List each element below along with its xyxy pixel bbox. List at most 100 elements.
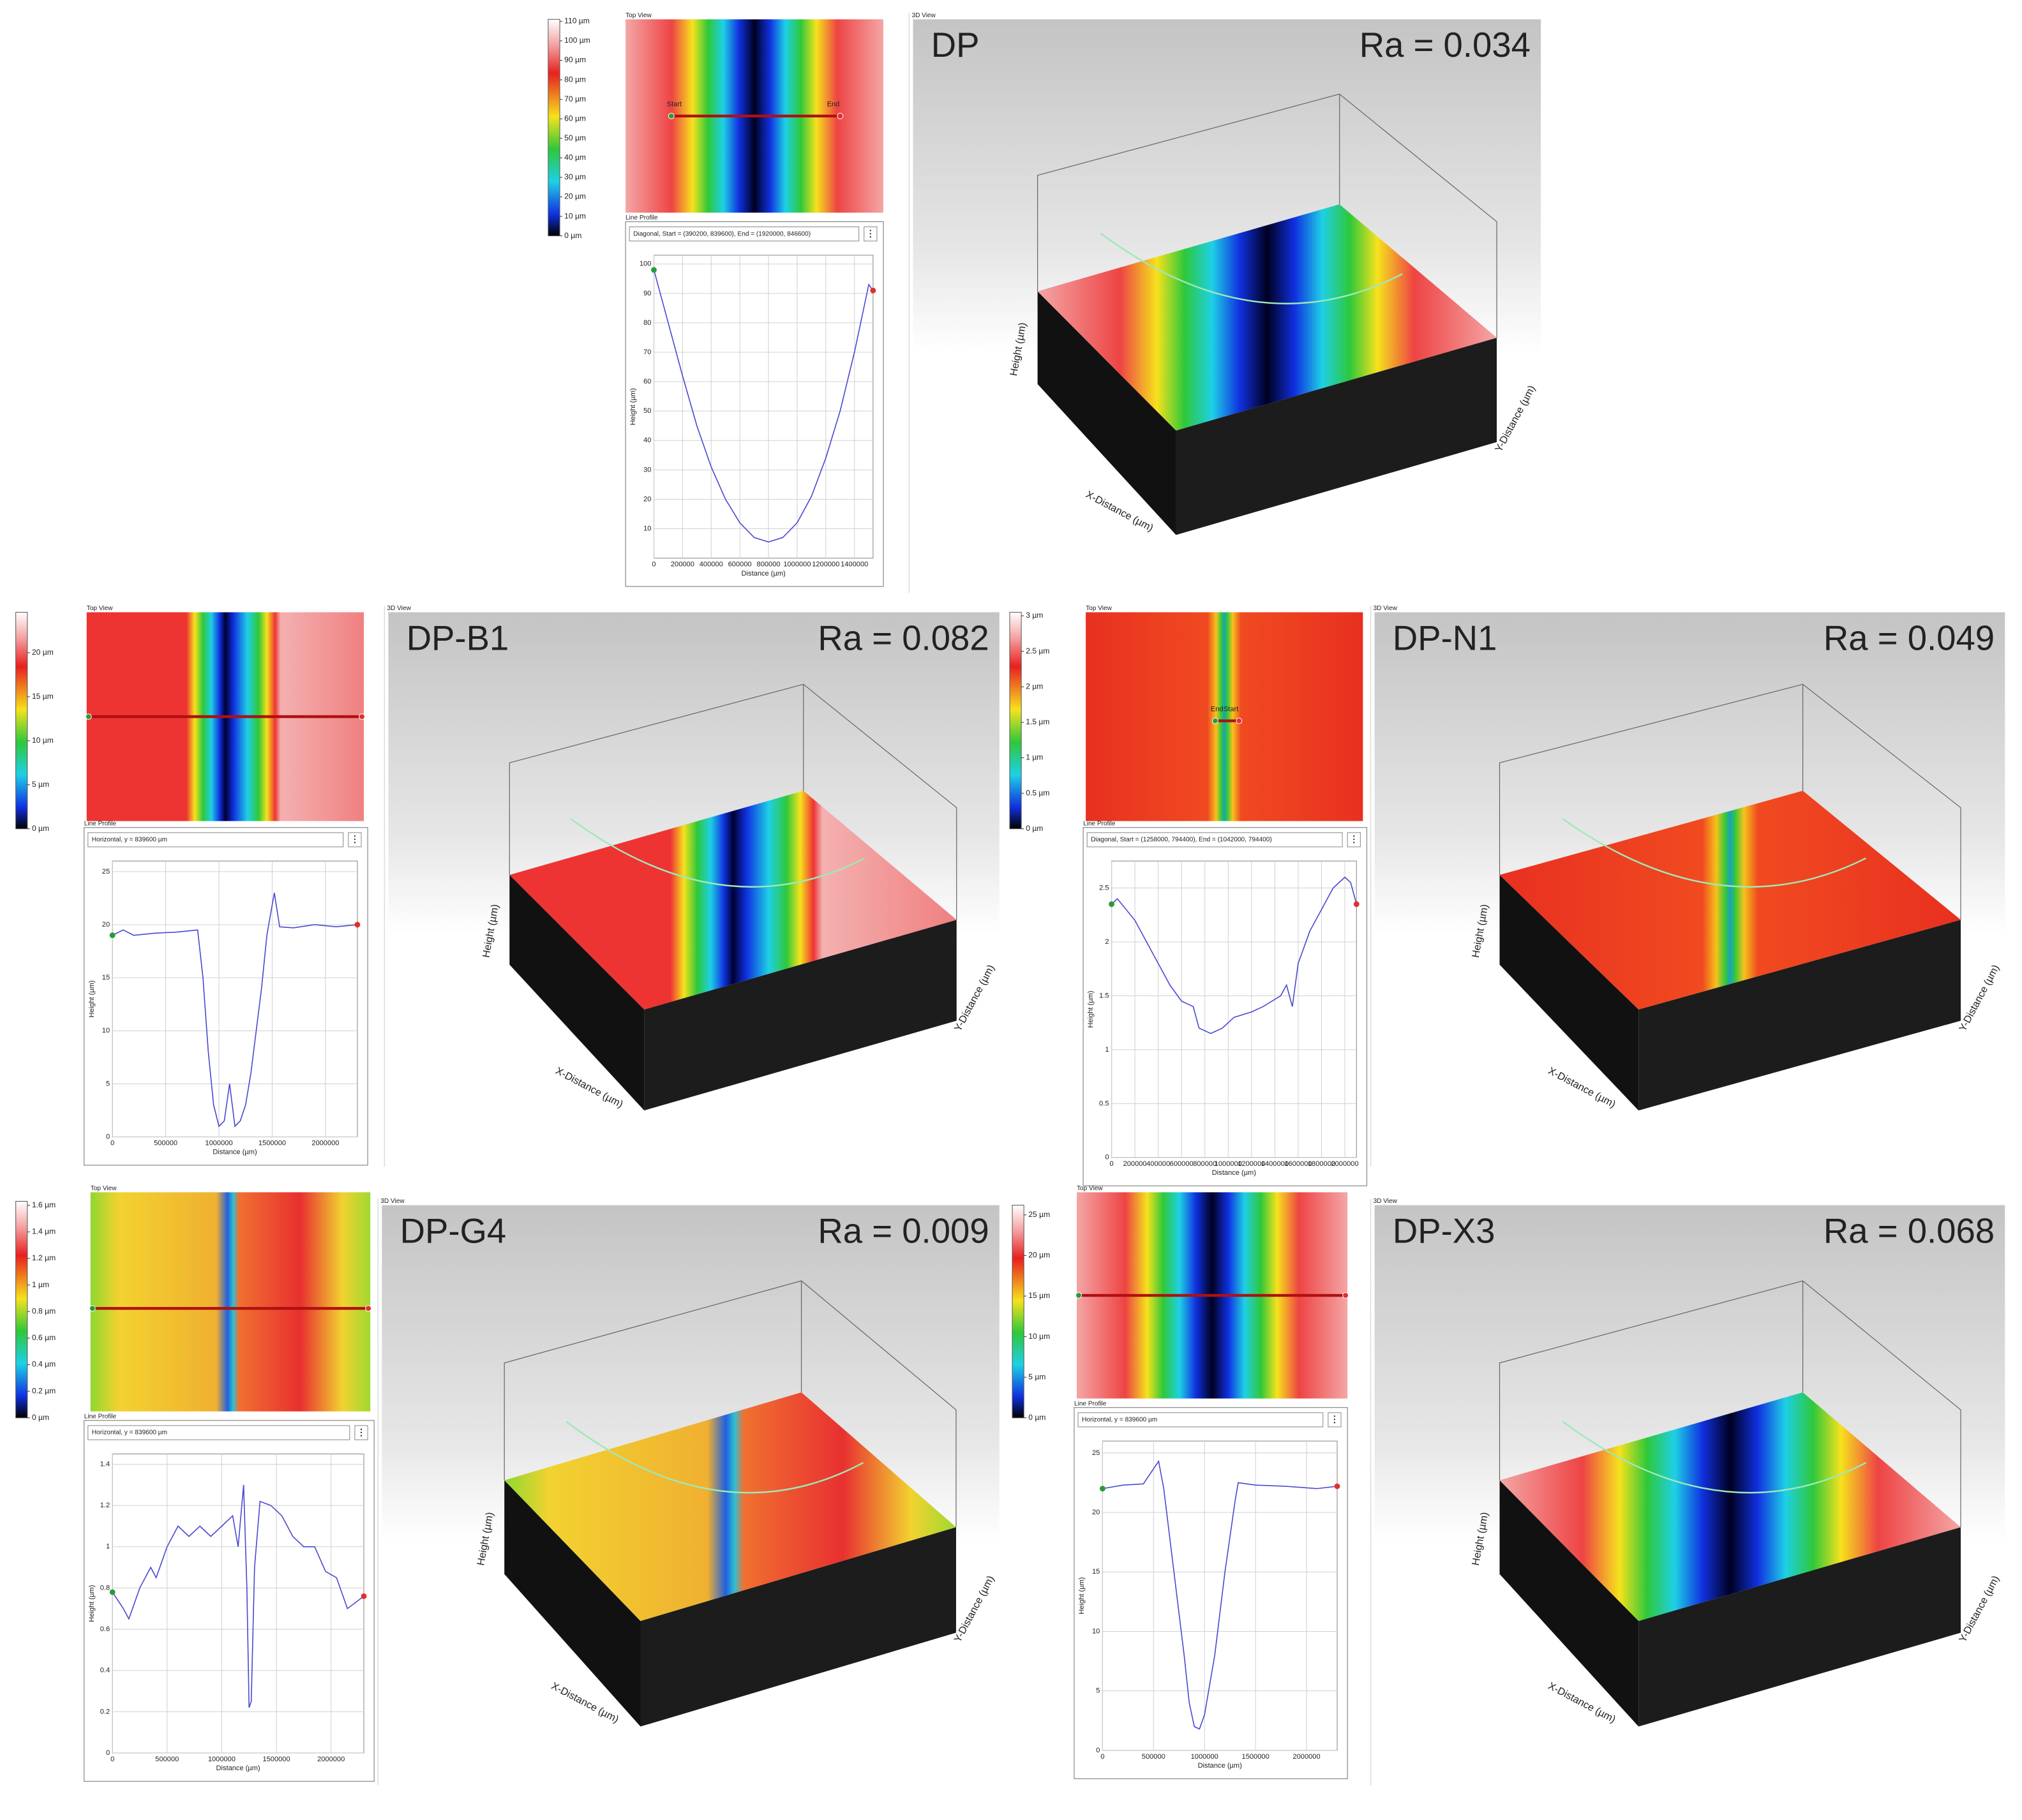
- block-front: [509, 875, 645, 1111]
- start-marker: [89, 1305, 96, 1312]
- block-side: [1638, 1527, 1961, 1727]
- profile-header: [87, 1425, 350, 1440]
- x-axis-label: Distance (µm): [216, 1764, 260, 1772]
- colorbar-label: 10 µm: [1028, 1332, 1050, 1341]
- start-point: [1099, 1486, 1105, 1492]
- colorbar-label: 20 µm: [32, 648, 54, 657]
- menu-button[interactable]: [1328, 1412, 1342, 1428]
- colorbar: [15, 611, 28, 830]
- x-tick-label: 0: [1100, 1753, 1104, 1761]
- y-tick-label: 0: [106, 1749, 110, 1757]
- y-tick-label: 10: [643, 525, 651, 532]
- profile-info: Horizontal, y = 839600 µm: [92, 837, 167, 844]
- start-marker: [668, 112, 675, 119]
- colorbar-label: 60 µm: [564, 114, 586, 123]
- colorbar-label: 0.4 µm: [32, 1360, 56, 1369]
- profile-header: [1077, 1412, 1324, 1428]
- colorbar-label: 0.6 µm: [32, 1333, 56, 1342]
- x-tick-label: 1400000: [1261, 1160, 1289, 1168]
- menu-dots: ⋮: [1330, 1414, 1339, 1424]
- top-view-image: [1086, 612, 1363, 821]
- y-axis-label: Height (µm): [1087, 990, 1095, 1027]
- x-tick-label: 0: [110, 1140, 114, 1147]
- y-tick-label: 1: [1105, 1046, 1109, 1054]
- panel-label: Top View: [625, 12, 652, 19]
- y-tick-label: 25: [102, 868, 110, 876]
- panel-label: Top View: [1086, 605, 1112, 612]
- end-marker: [1342, 1292, 1349, 1299]
- profile-header: [87, 832, 344, 847]
- colorbar-label: 0.8 µm: [32, 1306, 56, 1315]
- profile-line: [1111, 876, 1358, 1034]
- colorbar: [1012, 1205, 1024, 1419]
- profile-3d: [565, 1421, 864, 1494]
- end-marker: [359, 713, 365, 720]
- x-tick-label: 600000: [728, 561, 752, 569]
- surface: [1499, 791, 1961, 1010]
- end-point: [361, 1593, 367, 1599]
- x-tick-label: 0: [110, 1756, 114, 1763]
- plot-area: [653, 255, 874, 559]
- profile-line: [1102, 1459, 1338, 1730]
- x-tick-label: 1400000: [841, 561, 868, 569]
- colorbar-label: 2 µm: [1026, 682, 1043, 690]
- colorbar-label: 80 µm: [564, 75, 586, 84]
- menu-button[interactable]: [354, 1425, 368, 1440]
- sample-name: DP-G4: [400, 1211, 507, 1250]
- x-tick-label: 1500000: [262, 1756, 290, 1763]
- colorbar-label: 0 µm: [32, 1413, 49, 1422]
- panel-label: Line Profile: [625, 214, 658, 221]
- menu-button[interactable]: [348, 832, 362, 847]
- profile-header: [629, 226, 860, 242]
- y-tick-label: 10: [1092, 1627, 1100, 1635]
- block-side: [1638, 920, 1961, 1111]
- menu-button[interactable]: [1347, 832, 1361, 847]
- y-tick-label: 1.5: [1099, 992, 1109, 999]
- x-tick-label: 1800000: [1308, 1160, 1335, 1168]
- menu-dots: ⋮: [350, 834, 359, 844]
- y-tick-label: 0.4: [100, 1667, 110, 1675]
- colorbar-label: 25 µm: [1028, 1210, 1050, 1219]
- y-tick-label: 30: [643, 466, 651, 474]
- y-tick-label: 0.6: [100, 1625, 110, 1633]
- menu-dots: ⋮: [866, 228, 875, 238]
- x-tick-label: 800000: [1193, 1160, 1217, 1168]
- start-point: [109, 1589, 116, 1595]
- x-tick-label: 200000: [1123, 1160, 1147, 1168]
- end-point: [354, 921, 361, 928]
- x-axis-label: Distance (µm): [213, 1149, 257, 1156]
- colorbar-label: 100 µm: [564, 36, 590, 45]
- colorbar-label: 1.2 µm: [32, 1253, 56, 1262]
- block-front: [1499, 875, 1639, 1111]
- block-side: [1176, 338, 1497, 535]
- colorbar-label: 1 µm: [32, 1280, 49, 1289]
- end-point: [870, 287, 876, 294]
- sample-name: DP-B1: [407, 618, 509, 657]
- panel-label: Top View: [87, 605, 113, 612]
- y-tick-label: 0: [1096, 1747, 1100, 1754]
- x-tick-label: 1200000: [812, 561, 839, 569]
- x-tick-label: 1500000: [1242, 1753, 1269, 1761]
- profile-line: [112, 1484, 364, 1708]
- colorbar-label: 50 µm: [564, 133, 586, 142]
- end-marker: [837, 112, 844, 119]
- colorbar-label: 5 µm: [32, 780, 49, 789]
- block-front: [504, 1480, 641, 1727]
- sample-name: DP: [931, 26, 980, 64]
- x-tick-label: 1000000: [205, 1140, 232, 1147]
- x-tick-label: 1600000: [1284, 1160, 1312, 1168]
- marker-label: End: [827, 101, 840, 108]
- menu-button[interactable]: [864, 226, 878, 242]
- x-tick-label: 400000: [700, 561, 723, 569]
- end-marker: [1236, 717, 1243, 724]
- end-marker: [365, 1305, 372, 1312]
- menu-dots: ⋮: [1349, 834, 1358, 844]
- colorbar-label: 20 µm: [1028, 1251, 1050, 1260]
- start-point: [651, 267, 657, 273]
- panel-label: Top View: [1077, 1185, 1103, 1192]
- y-tick-label: 100: [640, 260, 652, 268]
- y-tick-label: 90: [643, 290, 651, 297]
- colorbar-label: 1.4 µm: [32, 1227, 56, 1236]
